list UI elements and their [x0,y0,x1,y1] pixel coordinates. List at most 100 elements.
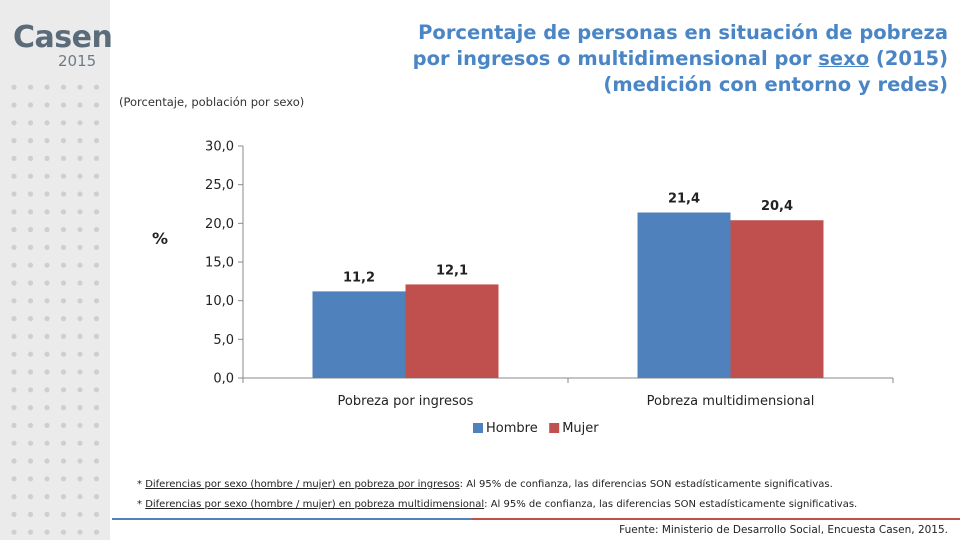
data-label: 12,1 [436,263,468,278]
decor-dot [27,369,34,375]
decor-dot [93,84,100,90]
decor-dot [77,351,83,357]
decor-dot [27,511,34,517]
decor-dot [44,405,50,411]
decor-dot [44,244,50,250]
data-label: 20,4 [761,199,793,214]
decor-dot [11,173,17,179]
decor-dot [27,209,34,215]
decor-dot [60,476,67,482]
decor-dot [11,458,17,464]
footer-rule-red [472,518,960,520]
decor-dot [93,173,100,179]
logo-wordmark: Casen [13,20,113,55]
decor-dot [60,387,67,393]
x-tick-label: Pobreza por ingresos [338,394,474,409]
decor-dot [60,227,67,233]
title-line-3: (medición con entorno y redes) [603,73,948,96]
decor-dot [93,138,100,144]
decor-dot [60,102,67,108]
decor-dot [93,316,100,322]
decor-dot [77,120,83,126]
decor-dot [77,155,83,161]
decor-dot [60,316,67,322]
decor-dot [60,298,67,304]
footnote-income-prefix: * [137,479,146,490]
decor-dot [93,494,100,500]
decor-dot [93,102,100,108]
decor-dot [27,120,34,126]
decor-dot [27,351,34,357]
decor-dot [93,120,100,126]
decor-dot [11,155,17,161]
decor-dot [11,102,17,108]
decor-dot [44,476,50,482]
decor-dot [77,458,83,464]
bar-hombre [312,291,406,378]
decor-dot [77,298,83,304]
decor-dot [44,387,50,393]
decor-dot [60,440,67,446]
decor-dot [60,155,67,161]
decor-dot [60,369,67,375]
decor-dot [11,476,17,482]
decor-dot [60,280,67,286]
decor-dot [27,262,34,268]
decor-dot [60,138,67,144]
decor-dot [44,298,50,304]
decor-dot [77,422,83,428]
footnote-multi-rest: : Al 95% de confianza, las diferencias S… [484,499,858,510]
decor-dot [44,173,50,179]
y-tick-label: 30,0 [205,140,234,155]
legend-swatch [549,423,560,433]
decor-dot [93,155,100,161]
decor-dot [27,227,34,233]
decor-dot [44,333,50,339]
decor-dot [77,333,83,339]
legend-swatch [473,423,483,433]
decor-dot [44,316,50,322]
decor-dot [44,138,50,144]
decor-dot [44,440,50,446]
decor-dot [27,440,34,446]
y-tick-label: 20,0 [205,217,234,232]
footnote-multi-prefix: * [137,499,146,510]
decor-dot [60,422,67,428]
decor-dot [77,262,83,268]
decor-dot [60,333,67,339]
title-line-2: por ingresos o multidimensional por sexo… [328,46,948,72]
decor-dot [77,369,83,375]
decor-dot [11,511,17,517]
decor-dot [11,244,17,250]
decor-dot [44,280,50,286]
y-tick-label: 5,0 [213,333,234,348]
decor-dot [27,298,34,304]
decor-dot [11,209,17,215]
decor-dot [93,280,100,286]
decor-dot [27,529,34,535]
decor-dot [77,244,83,250]
decor-dot [93,209,100,215]
decor-dot [77,138,83,144]
x-tick-label: Pobreza multidimensional [647,394,815,409]
decor-dot [60,191,67,197]
decor-dot [93,244,100,250]
decor-dot [93,387,100,393]
decor-dot [77,316,83,322]
decor-dot [77,529,83,535]
decor-dot [11,280,17,286]
decor-dot [11,422,17,428]
decor-dot [77,173,83,179]
title-line-2-underlined: sexo [818,47,870,70]
title-line-2-pre: por ingresos o multidimensional por [412,47,819,70]
decor-dot [93,405,100,411]
decor-dot [60,262,67,268]
bar-chart: 0,0 5,0 10,0 15,0 20,0 25,0 30,0% Pobreza por i… [152,140,894,436]
decor-dot [11,138,17,144]
decor-dot [60,494,67,500]
decor-dot [60,209,67,215]
decor-dot [60,405,67,411]
decor-dot [27,333,34,339]
decor-dot [60,120,67,126]
bar-hombre [637,212,731,378]
